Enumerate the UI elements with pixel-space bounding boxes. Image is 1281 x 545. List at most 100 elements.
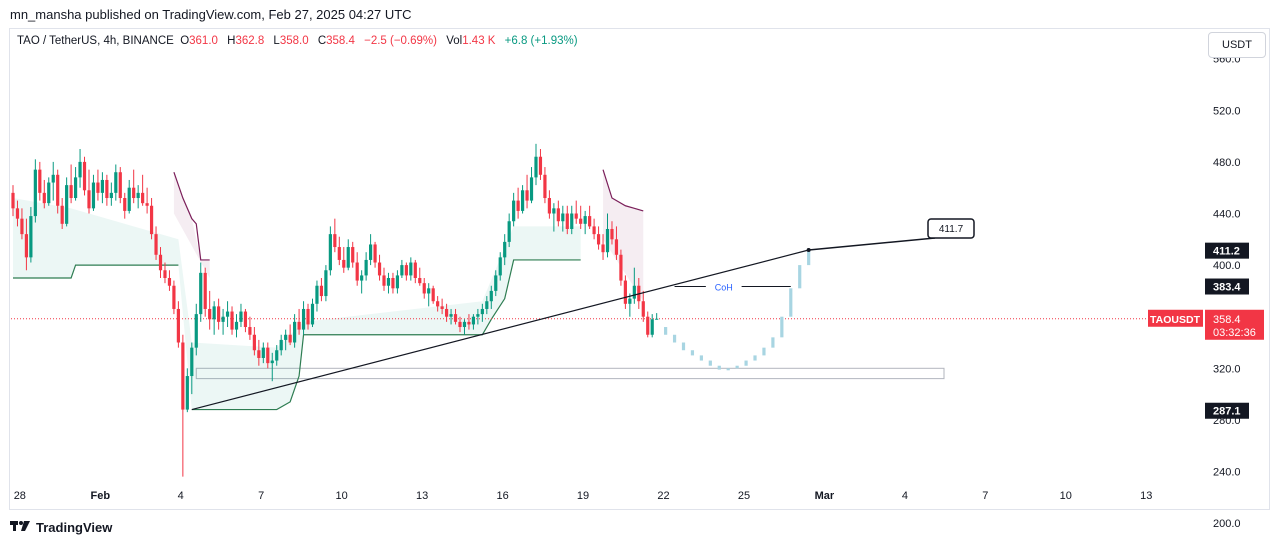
candle-body xyxy=(373,244,377,263)
candle-body xyxy=(319,285,324,297)
price-tag-value: 383.4 xyxy=(1213,282,1241,294)
candle-body xyxy=(351,247,355,263)
candle-body xyxy=(623,280,627,304)
candle-body xyxy=(333,234,337,248)
candle-body xyxy=(100,179,104,193)
price-tag-value: 287.1 xyxy=(1213,406,1241,418)
low-value: 358.0 xyxy=(279,35,309,47)
candle-body xyxy=(248,327,252,335)
candle-body xyxy=(503,241,507,258)
candle-body xyxy=(42,192,46,204)
x-tick-label: 4 xyxy=(178,490,184,502)
candle-body xyxy=(315,285,319,304)
symbol-label[interactable]: TAO / TetherUS, 4h, BINANCE xyxy=(17,35,174,47)
candle-body xyxy=(409,262,413,276)
candle-body xyxy=(413,262,417,278)
candle-body xyxy=(230,311,234,330)
candle-body xyxy=(534,156,538,178)
candle-body xyxy=(377,262,382,276)
candle-countdown: 03:32:36 xyxy=(1213,327,1256,339)
high-value: 362.8 xyxy=(235,35,265,47)
projection-candle xyxy=(771,337,775,348)
change-value: −2.5 (−0.69%) xyxy=(364,35,437,47)
currency-button[interactable]: USDT xyxy=(1208,32,1266,58)
candle-body xyxy=(310,303,315,325)
published-line: mn_mansha published on TradingView.com, … xyxy=(10,7,412,22)
candle-body xyxy=(436,301,440,307)
projection-candle xyxy=(672,334,677,343)
candle-body xyxy=(301,308,306,330)
x-tick-label: 10 xyxy=(336,490,348,502)
x-tick-label: 28 xyxy=(14,490,26,502)
candle-body xyxy=(243,311,248,328)
y-tick-label: 480.0 xyxy=(1213,157,1241,169)
candle-body xyxy=(395,275,400,289)
candle-body xyxy=(73,177,78,199)
high-label: H xyxy=(227,35,236,47)
close-value: 358.4 xyxy=(326,35,355,47)
candle-body xyxy=(561,213,565,222)
projection-candle xyxy=(699,355,703,361)
candle-body xyxy=(614,239,619,255)
candle-body xyxy=(65,185,69,224)
candle-body xyxy=(185,376,189,410)
target-callout-box xyxy=(927,218,975,239)
candle-body xyxy=(418,278,422,284)
candle-body xyxy=(364,259,368,276)
candle-body xyxy=(337,247,341,260)
projection-candle xyxy=(798,265,802,289)
candle-body xyxy=(579,218,583,224)
candle-body xyxy=(632,285,636,299)
candle-body xyxy=(588,216,592,227)
candle-body xyxy=(275,350,279,361)
candle-body xyxy=(167,278,172,286)
candle-body xyxy=(114,172,118,193)
candle-body xyxy=(596,234,601,245)
candle-body xyxy=(172,285,176,309)
candle-body xyxy=(360,275,364,281)
price-tag xyxy=(1205,278,1249,295)
candle-body xyxy=(297,321,301,330)
candle-body xyxy=(650,319,654,335)
projection-candle xyxy=(762,347,766,356)
candle-body xyxy=(471,316,476,325)
projection-candle xyxy=(780,316,784,338)
y-tick-label: 440.0 xyxy=(1213,209,1241,221)
candle-body xyxy=(467,321,471,325)
tradingview-brand[interactable]: TradingView xyxy=(10,519,112,536)
candle-body xyxy=(453,314,458,322)
candle-body xyxy=(512,200,516,222)
candle-body xyxy=(583,216,587,224)
candle-body xyxy=(127,187,131,211)
candle-body xyxy=(221,316,225,322)
candle-body xyxy=(485,301,489,309)
candle-body xyxy=(279,339,283,351)
y-tick-label: 200.0 xyxy=(1213,518,1241,530)
candle-body xyxy=(404,265,408,276)
target-pointer xyxy=(808,237,936,251)
candle-body xyxy=(400,265,404,276)
y-tick-label: 240.0 xyxy=(1213,467,1241,479)
candle-body xyxy=(194,314,198,348)
candle-body xyxy=(543,174,547,199)
candle-body xyxy=(176,308,180,343)
candle-body xyxy=(324,270,328,297)
candle-body xyxy=(217,306,221,322)
candle-body xyxy=(391,278,395,289)
candle-body xyxy=(261,347,265,358)
candle-body xyxy=(141,192,145,204)
candle-body xyxy=(458,321,462,328)
candle-body xyxy=(507,221,511,242)
candle-body xyxy=(20,218,24,235)
candle-body xyxy=(118,172,122,199)
candle-body xyxy=(105,179,109,199)
y-tick-label: 520.0 xyxy=(1213,105,1241,117)
x-tick-label: 13 xyxy=(1140,490,1152,502)
candle-body xyxy=(33,169,37,217)
candle-body xyxy=(646,316,650,335)
x-tick-label: 25 xyxy=(738,490,750,502)
candle-body xyxy=(655,318,659,320)
candle-body xyxy=(601,244,605,253)
candle-body xyxy=(529,177,534,201)
